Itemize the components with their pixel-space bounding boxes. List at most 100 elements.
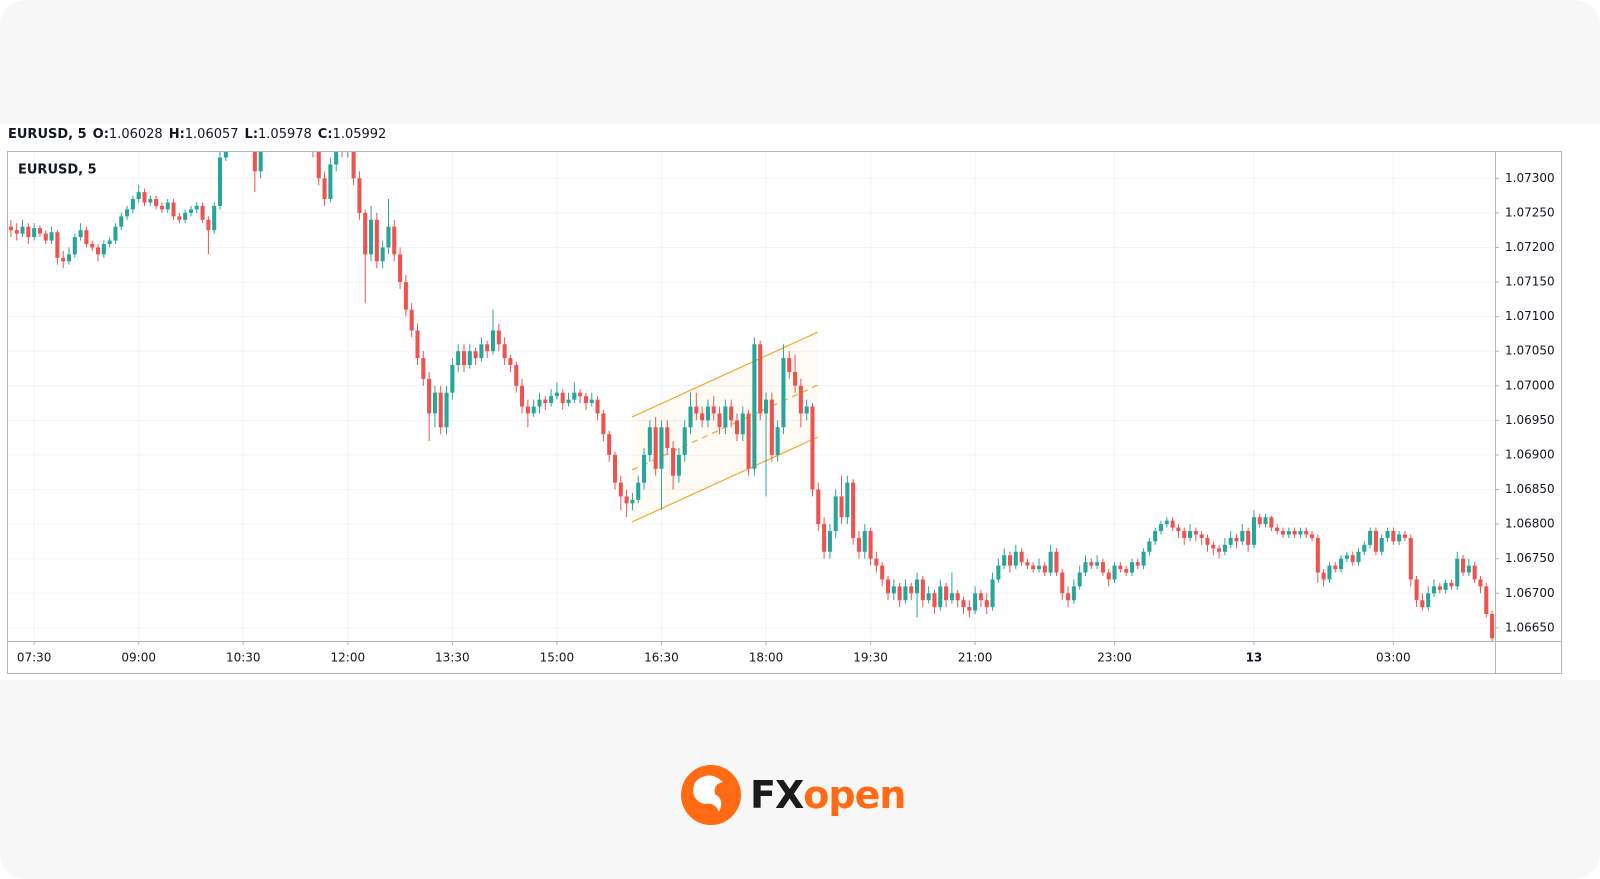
candle-body — [1077, 572, 1082, 587]
candle-body — [990, 579, 995, 608]
candle-body — [1153, 531, 1158, 542]
candle-body — [1414, 579, 1419, 601]
candle-body — [1031, 565, 1036, 570]
candle-body — [653, 427, 658, 469]
candle-body — [705, 406, 710, 421]
candle-body — [1397, 534, 1402, 542]
candle-body — [862, 531, 867, 552]
candle-body — [996, 565, 1001, 580]
field-value: 1.06057 — [185, 127, 239, 142]
candle-body — [1240, 531, 1245, 542]
candle-body — [647, 427, 652, 455]
candle-body — [461, 351, 467, 366]
candle-body — [380, 247, 385, 262]
candle-body — [1222, 544, 1227, 552]
candle-body — [8, 226, 13, 231]
candle-body — [258, 152, 263, 172]
candle-body — [403, 282, 408, 310]
candle-body — [1269, 517, 1274, 528]
candle-body — [415, 330, 420, 359]
candle-body — [78, 230, 83, 238]
candle-body — [758, 344, 763, 414]
candle-body — [1420, 600, 1425, 608]
y-tick-label: 1.06950 — [1505, 413, 1555, 427]
candle-body — [891, 586, 896, 594]
candle-body — [1298, 531, 1303, 535]
logo: FXopen — [681, 765, 906, 825]
candle-body — [1333, 565, 1338, 570]
candle-body — [740, 413, 745, 435]
candle-body — [328, 164, 333, 200]
candle-body — [1182, 531, 1187, 538]
candle-body — [688, 406, 693, 428]
y-tick-label: 1.06700 — [1505, 586, 1555, 600]
candle-body — [351, 152, 356, 179]
candle-body — [142, 192, 147, 203]
y-tick-label: 1.07200 — [1505, 240, 1555, 254]
candle-body — [944, 586, 949, 601]
candle-body — [113, 226, 118, 241]
candle-body — [125, 209, 130, 217]
candle-body — [833, 496, 838, 532]
candle-body — [1385, 531, 1390, 538]
candle-body — [444, 392, 449, 428]
candle-body — [252, 152, 257, 172]
candle-body — [496, 330, 501, 345]
candle-body — [682, 427, 687, 455]
candle-body — [549, 396, 554, 404]
x-tick-label: 18:00 — [749, 651, 784, 665]
candle-body — [1019, 551, 1024, 563]
candle-body — [1007, 555, 1013, 566]
candle-body — [1060, 572, 1065, 594]
candle-body — [589, 399, 594, 404]
candle-body — [909, 586, 914, 594]
candle-body — [729, 406, 734, 421]
candle-body — [1431, 586, 1437, 594]
candle-body — [636, 482, 641, 500]
chart-title: EURUSD, 5 — [18, 163, 97, 178]
candle-body — [583, 396, 588, 404]
candle-body — [223, 152, 228, 158]
candle-body — [61, 257, 66, 262]
candle-body — [1286, 531, 1291, 535]
candle-body — [897, 586, 902, 601]
channel-lower — [631, 436, 819, 523]
candle-body — [1071, 586, 1076, 601]
candle-body — [32, 228, 37, 238]
y-tick-label: 1.07250 — [1505, 205, 1555, 219]
candle-body — [217, 157, 223, 206]
candle-body — [49, 232, 54, 241]
candle-body — [322, 178, 327, 200]
candle-body — [316, 152, 321, 179]
candle-body — [1234, 537, 1239, 542]
candle-body — [543, 399, 548, 404]
candle-body — [1327, 565, 1332, 580]
candle-body — [671, 448, 676, 476]
candle-body — [374, 219, 379, 262]
candle-body — [938, 586, 943, 608]
candle-body — [107, 240, 112, 244]
candle-body — [554, 392, 559, 397]
candle-body — [1379, 537, 1384, 552]
candle-body — [851, 482, 856, 538]
x-tick-label: 21:00 — [958, 651, 993, 665]
x-tick-label: 23:00 — [1097, 651, 1132, 665]
candle-body — [1147, 541, 1152, 552]
y-tick-label: 1.06800 — [1505, 517, 1555, 531]
candle-body — [514, 365, 519, 386]
y-tick-label: 1.06900 — [1505, 447, 1555, 461]
candle-body — [717, 413, 722, 428]
candle-body — [1188, 531, 1193, 538]
candle-body — [734, 420, 740, 435]
candle-body — [618, 482, 623, 497]
candle-body — [949, 593, 954, 601]
candle-body — [473, 351, 478, 359]
candle-body — [572, 392, 577, 400]
candle-body — [642, 454, 647, 483]
candle-body — [903, 586, 908, 601]
candle-body — [752, 344, 757, 469]
candle-body — [868, 531, 873, 559]
candle-body — [1449, 582, 1454, 587]
candle-body — [55, 232, 60, 258]
candle-body — [630, 499, 635, 504]
